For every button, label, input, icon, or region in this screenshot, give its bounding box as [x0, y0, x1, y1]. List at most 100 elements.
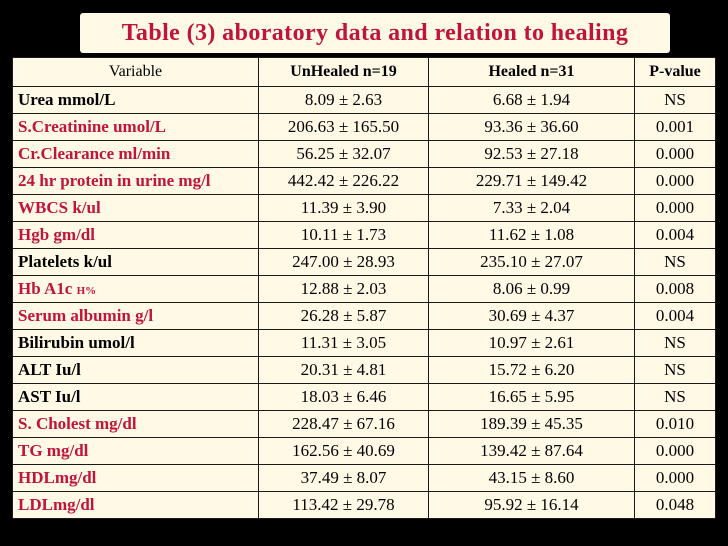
unhealed-cell: 26.28 ± 5.87	[258, 302, 429, 330]
unhealed-cell: 10.11 ± 1.73	[258, 221, 429, 249]
p-value-cell: 0.000	[634, 464, 716, 492]
variable-cell: AST Iu/l	[12, 383, 259, 411]
healed-cell: 229.71 ± 149.42	[428, 167, 635, 195]
variable-label: AST Iu/l	[18, 387, 81, 406]
p-value-cell: 0.004	[634, 302, 716, 330]
variable-cell: TG mg/dl	[12, 437, 259, 465]
p-value-cell: NS	[634, 329, 716, 357]
unhealed-cell: 8.09 ± 2.63	[258, 86, 429, 114]
table-row: Bilirubin umol/l 11.31 ± 3.05 10.97 ± 2.61…	[12, 329, 716, 357]
variable-label: Hb A1c	[18, 279, 73, 298]
table-row: 24 hr protein in urine mg/l 442.42 ± 226.…	[12, 167, 716, 195]
unhealed-cell: 206.63 ± 165.50	[258, 113, 429, 141]
table-row: Cr.Clearance ml/min 56.25 ± 32.07 92.53 ± …	[12, 140, 716, 168]
unhealed-cell: 247.00 ± 28.93	[258, 248, 429, 276]
variable-label: 24 hr protein in urine mg/l	[18, 171, 211, 190]
healed-cell: 235.10 ± 27.07	[428, 248, 635, 276]
healed-cell: 95.92 ± 16.14	[428, 491, 635, 519]
variable-cell: ALT Iu/l	[12, 356, 259, 384]
lab-data-table: Variable UnHealed n=19 Healed n=31 P-val…	[12, 57, 716, 519]
variable-cell: Platelets k/ul	[12, 248, 259, 276]
unhealed-cell: 162.56 ± 40.69	[258, 437, 429, 465]
variable-label: Bilirubin umol/l	[18, 333, 135, 352]
p-value-cell: 0.000	[634, 167, 716, 195]
unhealed-cell: 18.03 ± 6.46	[258, 383, 429, 411]
table-row: Urea mmol/L 8.09 ± 2.63 6.68 ± 1.94 NS	[12, 86, 716, 114]
p-value-cell: 0.004	[634, 221, 716, 249]
table-row: Hb A1c H% 12.88 ± 2.03 8.06 ± 0.99 0.008	[12, 275, 716, 303]
unhealed-cell: 228.47 ± 67.16	[258, 410, 429, 438]
p-value-cell: 0.001	[634, 113, 716, 141]
unhealed-cell: 56.25 ± 32.07	[258, 140, 429, 168]
healed-cell: 30.69 ± 4.37	[428, 302, 635, 330]
header-healed: Healed n=31	[428, 57, 635, 87]
healed-cell: 92.53 ± 27.18	[428, 140, 635, 168]
variable-cell: Serum albumin g/l	[12, 302, 259, 330]
table-row: WBCS k/ul 11.39 ± 3.90 7.33 ± 2.04 0.000	[12, 194, 716, 222]
healed-cell: 8.06 ± 0.99	[428, 275, 635, 303]
unhealed-cell: 442.42 ± 226.22	[258, 167, 429, 195]
p-value-cell: NS	[634, 356, 716, 384]
unhealed-cell: 12.88 ± 2.03	[258, 275, 429, 303]
variable-cell: HDLmg/dl	[12, 464, 259, 492]
table-row: S. Cholest mg/dl 228.47 ± 67.16 189.39 ± 4…	[12, 410, 716, 438]
healed-cell: 7.33 ± 2.04	[428, 194, 635, 222]
variable-label: LDLmg/dl	[18, 495, 95, 514]
healed-cell: 43.15 ± 8.60	[428, 464, 635, 492]
variable-cell: S. Cholest mg/dl	[12, 410, 259, 438]
variable-label: HDLmg/dl	[18, 468, 97, 487]
p-value-cell: 0.000	[634, 140, 716, 168]
variable-label: Urea mmol/L	[18, 90, 116, 109]
p-value-cell: 0.000	[634, 194, 716, 222]
variable-label: WBCS k/ul	[18, 198, 101, 217]
variable-label: S.Creatinine umol/L	[18, 117, 166, 136]
unhealed-cell: 113.42 ± 29.78	[258, 491, 429, 519]
variable-cell: Cr.Clearance ml/min	[12, 140, 259, 168]
table-row: TG mg/dl 162.56 ± 40.69 139.42 ± 87.64 0.00…	[12, 437, 716, 465]
table-row: Serum albumin g/l 26.28 ± 5.87 30.69 ± 4.3…	[12, 302, 716, 330]
table-body: Urea mmol/L 8.09 ± 2.63 6.68 ± 1.94 NS S.Cre…	[12, 86, 716, 519]
variable-label: S. Cholest mg/dl	[18, 414, 137, 433]
healed-cell: 16.65 ± 5.95	[428, 383, 635, 411]
healed-cell: 11.62 ± 1.08	[428, 221, 635, 249]
variable-cell: S.Creatinine umol/L	[12, 113, 259, 141]
variable-cell: Urea mmol/L	[12, 86, 259, 114]
healed-cell: 189.39 ± 45.35	[428, 410, 635, 438]
header-unhealed: UnHealed n=19	[258, 57, 429, 87]
variable-label: Cr.Clearance ml/min	[18, 144, 171, 163]
page-title: Table (3) aboratory data and relation to…	[80, 13, 670, 53]
variable-cell: Hb A1c H%	[12, 275, 259, 303]
table-row: Platelets k/ul 247.00 ± 28.93 235.10 ± 27.…	[12, 248, 716, 276]
variable-cell: Bilirubin umol/l	[12, 329, 259, 357]
healed-cell: 6.68 ± 1.94	[428, 86, 635, 114]
variable-label: Hgb gm/dl	[18, 225, 95, 244]
variable-cell: Hgb gm/dl	[12, 221, 259, 249]
healed-cell: 10.97 ± 2.61	[428, 329, 635, 357]
p-value-cell: 0.010	[634, 410, 716, 438]
table-row: S.Creatinine umol/L 206.63 ± 165.50 93.36 …	[12, 113, 716, 141]
unhealed-cell: 11.31 ± 3.05	[258, 329, 429, 357]
p-value-cell: NS	[634, 86, 716, 114]
healed-cell: 15.72 ± 6.20	[428, 356, 635, 384]
header-p-value: P-value	[634, 57, 716, 87]
variable-label: Platelets k/ul	[18, 252, 112, 271]
p-value-cell: NS	[634, 383, 716, 411]
table-header-row: Variable UnHealed n=19 Healed n=31 P-val…	[12, 57, 716, 87]
variable-label: TG mg/dl	[18, 441, 89, 460]
healed-cell: 139.42 ± 87.64	[428, 437, 635, 465]
header-variable: Variable	[12, 57, 259, 87]
variable-cell: LDLmg/dl	[12, 491, 259, 519]
table-row: LDLmg/dl 113.42 ± 29.78 95.92 ± 16.14 0.048	[12, 491, 716, 519]
table-row: HDLmg/dl 37.49 ± 8.07 43.15 ± 8.60 0.000	[12, 464, 716, 492]
unhealed-cell: 37.49 ± 8.07	[258, 464, 429, 492]
healed-cell: 93.36 ± 36.60	[428, 113, 635, 141]
variable-suffix: H%	[76, 285, 97, 297]
variable-label: Serum albumin g/l	[18, 306, 154, 325]
variable-cell: WBCS k/ul	[12, 194, 259, 222]
table-row: ALT Iu/l 20.31 ± 4.81 15.72 ± 6.20 NS	[12, 356, 716, 384]
unhealed-cell: 11.39 ± 3.90	[258, 194, 429, 222]
p-value-cell: 0.000	[634, 437, 716, 465]
unhealed-cell: 20.31 ± 4.81	[258, 356, 429, 384]
p-value-cell: 0.008	[634, 275, 716, 303]
p-value-cell: 0.048	[634, 491, 716, 519]
